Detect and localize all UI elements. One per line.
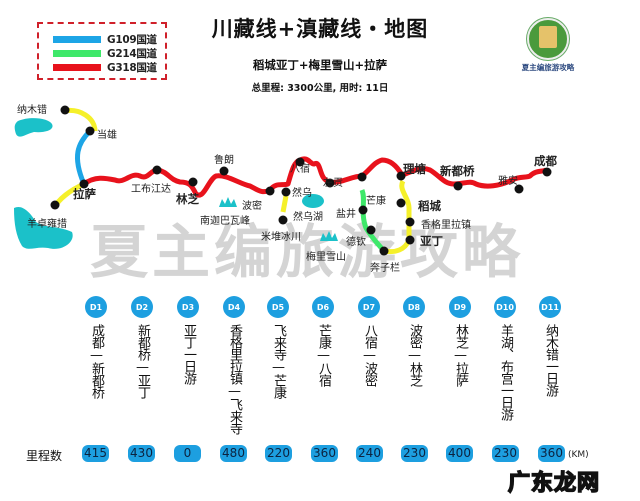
distance-row-label: 里程数 bbox=[26, 449, 63, 463]
place-ranwu: 然乌 bbox=[292, 188, 312, 199]
legend-item-g109: G109国道 bbox=[53, 32, 157, 47]
distance-pill: 415 bbox=[82, 445, 109, 462]
lake-icon bbox=[302, 194, 324, 208]
day-route: 林芝—拉萨 bbox=[453, 324, 468, 386]
day-badge: D2 bbox=[131, 296, 153, 318]
distance-pill: 0 bbox=[174, 445, 201, 462]
legend-item-g214: G214国道 bbox=[53, 46, 157, 61]
place-midui: 米堆冰川 bbox=[261, 232, 301, 243]
day-route: 飞来寺—芒康 bbox=[271, 324, 286, 398]
day-badge: D9 bbox=[449, 296, 471, 318]
place-yangzhuo: 羊卓雍措 bbox=[27, 219, 67, 230]
day-badge: D10 bbox=[494, 296, 516, 318]
place-nanjiabawa: 南迦巴瓦峰 bbox=[200, 216, 250, 227]
page-title: 川藏线+滇藏线・地图 bbox=[211, 17, 429, 41]
day-column: D6 芒康—八宿 bbox=[311, 296, 335, 386]
day-route: 成都—新都桥 bbox=[89, 324, 104, 398]
brand-logo: 夏主编旅游攻略 bbox=[516, 18, 580, 73]
day-route: 八宿—波密 bbox=[362, 324, 377, 386]
place-yanjing: 盐井 bbox=[336, 209, 356, 220]
day-badge: D4 bbox=[223, 296, 245, 318]
place-lulang: 鲁朗 bbox=[214, 155, 234, 166]
distance-pill: 400 bbox=[446, 445, 473, 462]
day-badge: D5 bbox=[267, 296, 289, 318]
legend-label: G109国道 bbox=[107, 34, 157, 46]
day-column: D1 成都—新都桥 bbox=[84, 296, 108, 398]
place-baxiu: 八宿 bbox=[290, 164, 310, 175]
distance-pill: 430 bbox=[128, 445, 155, 462]
day-route: 芒康—八宿 bbox=[316, 324, 331, 386]
day-badge: D8 bbox=[403, 296, 425, 318]
distance-pill: 480 bbox=[220, 445, 247, 462]
day-column: D2 新都桥—亚丁 bbox=[130, 296, 154, 398]
distance-pill: 220 bbox=[265, 445, 292, 462]
route-legend: G109国道 G214国道 G318国道 bbox=[37, 22, 167, 80]
place-bomi: 波密 bbox=[242, 201, 262, 212]
day-route: 亚丁一日游 bbox=[181, 324, 196, 384]
legend-label: G214国道 bbox=[107, 48, 157, 60]
day-badge: D3 bbox=[177, 296, 199, 318]
page-subtitle: 稻城亚丁+梅里雪山+拉萨 bbox=[252, 58, 388, 72]
site-watermark: 广东龙网 bbox=[507, 470, 601, 497]
day-route: 纳木错一日游 bbox=[543, 324, 558, 396]
distance-pill: 230 bbox=[401, 445, 428, 462]
place-benzilan: 奔子栏 bbox=[370, 263, 400, 274]
place-yading: 亚丁 bbox=[420, 234, 443, 248]
place-linzhi: 林芝 bbox=[176, 192, 199, 206]
lake-icon bbox=[14, 206, 73, 249]
place-litang: 理塘 bbox=[403, 162, 426, 176]
place-yaan: 雅安 bbox=[498, 176, 518, 187]
place-deqin: 德钦 bbox=[346, 237, 366, 248]
day-column: D11 纳木错一日游 bbox=[538, 296, 562, 396]
watermark: 夏主编旅游攻略 bbox=[90, 218, 525, 286]
day-column: D7 八宿—波密 bbox=[357, 296, 381, 386]
place-xianggelila: 香格里拉镇 bbox=[421, 220, 471, 231]
day-route: 波密—林芝 bbox=[407, 324, 422, 386]
g214-swatch bbox=[53, 50, 101, 57]
place-ranwuhu: 然乌湖 bbox=[293, 212, 323, 223]
day-column: D4 香格里拉镇—飞来寺 bbox=[222, 296, 246, 434]
total-summary: 总里程: 3300公里, 用时: 11日 bbox=[251, 83, 389, 94]
day-route: 香格里拉镇—飞来寺 bbox=[227, 324, 242, 434]
day-column: D9 林芝—拉萨 bbox=[448, 296, 472, 386]
distance-pill: 240 bbox=[356, 445, 383, 462]
place-gongbu: 工布江达 bbox=[131, 184, 171, 195]
mountain-icon bbox=[320, 231, 338, 241]
day-badge: D1 bbox=[85, 296, 107, 318]
distance-pill: 360 bbox=[311, 445, 338, 462]
logo-text: 夏主编旅游攻略 bbox=[521, 63, 575, 72]
day-column: D8 波密—林芝 bbox=[402, 296, 426, 386]
mountain-icon bbox=[219, 197, 237, 207]
legend-item-g318: G318国道 bbox=[53, 60, 157, 75]
distance-pill: 360 bbox=[538, 445, 565, 462]
day-badge: D7 bbox=[358, 296, 380, 318]
day-column: D10 羊湖、布宫一日游 bbox=[493, 296, 517, 420]
day-column: D5 飞来寺—芒康 bbox=[266, 296, 290, 398]
distance-unit: (KM) bbox=[568, 450, 589, 460]
legend-label: G318国道 bbox=[107, 62, 157, 74]
place-meili: 梅里雪山 bbox=[306, 252, 346, 263]
g318-swatch bbox=[53, 64, 101, 71]
g109-swatch bbox=[53, 36, 101, 43]
day-route: 羊湖、布宫一日游 bbox=[498, 324, 513, 420]
castle-logo-icon bbox=[527, 18, 569, 60]
place-mangkang: 芒康 bbox=[366, 196, 386, 207]
day-badge: D11 bbox=[539, 296, 561, 318]
place-daocheng: 稻城 bbox=[418, 199, 441, 213]
day-column: D3 亚丁一日游 bbox=[176, 296, 200, 384]
place-dangxiong: 当雄 bbox=[97, 130, 117, 141]
day-route: 新都桥—亚丁 bbox=[135, 324, 150, 398]
day-badge: D6 bbox=[312, 296, 334, 318]
place-lasa: 拉萨 bbox=[73, 187, 96, 201]
place-zuogong: 左贡 bbox=[323, 178, 343, 189]
place-xinduqiao: 新都桥 bbox=[440, 164, 475, 178]
route-map bbox=[14, 105, 552, 256]
stop-dots bbox=[50, 105, 552, 256]
place-namucuo: 纳木错 bbox=[17, 105, 47, 116]
lake-icon bbox=[14, 118, 53, 137]
distance-pill: 230 bbox=[492, 445, 519, 462]
place-chengdu: 成都 bbox=[534, 154, 557, 168]
